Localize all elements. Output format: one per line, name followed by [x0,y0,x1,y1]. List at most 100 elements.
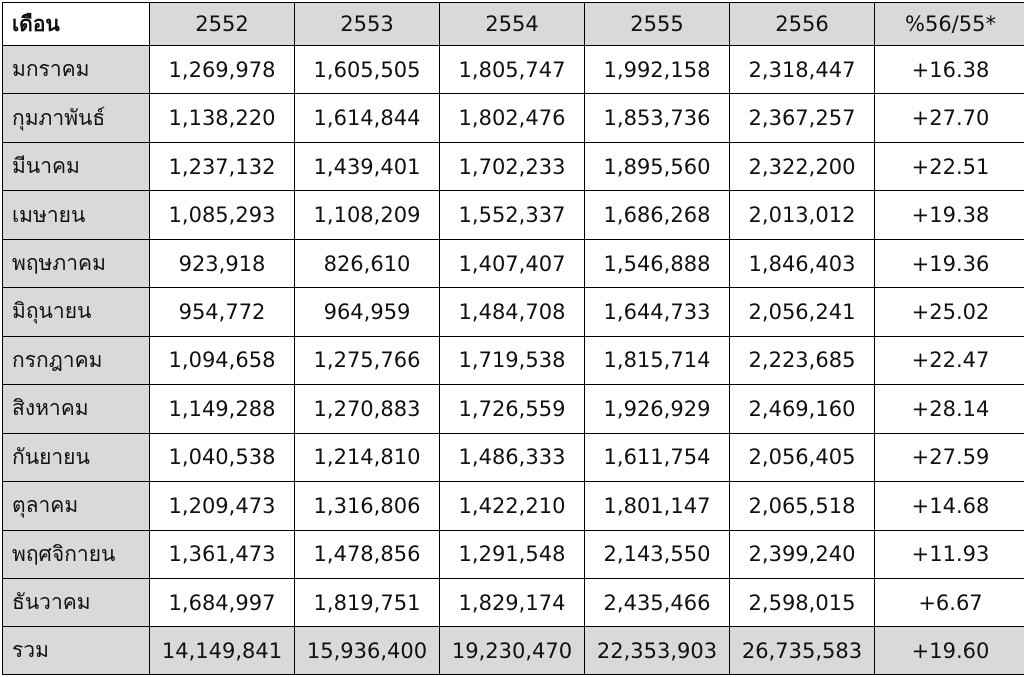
table-row: มกราคม 1,269,978 1,605,505 1,805,747 1,992,1… [2,44,1024,95]
month-cell: กุมภาพันธ์ [2,93,150,143]
value-cell: 1,992,158 [584,44,730,95]
value-cell: 1,040,538 [149,432,295,483]
value-cell: 2,013,012 [729,190,875,240]
value-cell: 1,108,209 [294,190,440,240]
value-cell: 1,209,473 [149,481,295,531]
total-value-cell: 14,149,841 [149,626,295,675]
change-cell: +14.68 [874,481,1024,531]
value-cell: 1,094,658 [149,335,295,386]
change-cell: +6.67 [874,577,1024,628]
month-cell: กันยายน [2,432,150,483]
value-cell: 1,846,403 [729,238,875,289]
value-cell: 2,318,447 [729,44,875,95]
value-cell: 826,610 [294,238,440,289]
value-cell: 1,801,147 [584,481,730,531]
value-cell: 1,214,810 [294,432,440,483]
header-row: เดือน 2552 2553 2554 2555 2556 %56/55* [2,2,1024,46]
value-cell: 1,895,560 [584,141,730,192]
change-cell: +22.47 [874,335,1024,386]
value-cell: 1,085,293 [149,190,295,240]
value-cell: 1,644,733 [584,287,730,337]
value-cell: 1,686,268 [584,190,730,240]
year-column-header: 2554 [439,2,585,46]
table-row: ธันวาคม 1,684,997 1,819,751 1,829,174 2,435,… [2,577,1024,628]
value-cell: 1,815,714 [584,335,730,386]
value-cell: 1,702,233 [439,141,585,192]
total-label-cell: รวม [2,626,150,675]
value-cell: 2,056,241 [729,287,875,337]
value-cell: 2,399,240 [729,529,875,579]
table-row: พฤศจิกายน 1,361,473 1,478,856 1,291,548 2,14… [2,529,1024,579]
value-cell: 1,484,708 [439,287,585,337]
month-cell: พฤศจิกายน [2,529,150,579]
month-cell: สิงหาคม [2,384,150,434]
value-cell: 923,918 [149,238,295,289]
month-cell: ตุลาคม [2,481,150,531]
table-row: กรกฎาคม 1,094,658 1,275,766 1,719,538 1,815,… [2,335,1024,386]
value-cell: 1,926,929 [584,384,730,434]
value-cell: 964,959 [294,287,440,337]
year-column-header: 2555 [584,2,730,46]
value-cell: 1,407,407 [439,238,585,289]
change-cell: +19.36 [874,238,1024,289]
change-cell: +28.14 [874,384,1024,434]
value-cell: 1,316,806 [294,481,440,531]
month-cell: เมษายน [2,190,150,240]
value-cell: 1,291,548 [439,529,585,579]
total-value-cell: 22,353,903 [584,626,730,675]
table-row: มิถุนายน 954,772 964,959 1,484,708 1,644,733… [2,287,1024,337]
value-cell: 954,772 [149,287,295,337]
value-cell: 1,422,210 [439,481,585,531]
month-cell: กรกฎาคม [2,335,150,386]
value-cell: 2,065,518 [729,481,875,531]
month-cell: พฤษภาคม [2,238,150,289]
total-change-cell: +19.60 [874,626,1024,675]
value-cell: 1,805,747 [439,44,585,95]
value-cell: 1,270,883 [294,384,440,434]
year-column-header: 2553 [294,2,440,46]
change-cell: +27.70 [874,93,1024,143]
change-cell: +27.59 [874,432,1024,483]
total-value-cell: 19,230,470 [439,626,585,675]
value-cell: 1,802,476 [439,93,585,143]
total-value-cell: 26,735,583 [729,626,875,675]
value-cell: 1,552,337 [439,190,585,240]
value-cell: 2,322,200 [729,141,875,192]
table-row: เมษายน 1,085,293 1,108,209 1,552,337 1,686,2… [2,190,1024,240]
change-cell: +16.38 [874,44,1024,95]
year-column-header: 2552 [149,2,295,46]
month-cell: มิถุนายน [2,287,150,337]
value-cell: 1,684,997 [149,577,295,628]
month-column-header: เดือน [2,2,150,46]
value-cell: 1,478,856 [294,529,440,579]
value-cell: 1,269,978 [149,44,295,95]
total-value-cell: 15,936,400 [294,626,440,675]
table-row: กุมภาพันธ์ 1,138,220 1,614,844 1,802,476 1,8… [2,93,1024,143]
value-cell: 1,853,736 [584,93,730,143]
value-cell: 1,439,401 [294,141,440,192]
table-row: กันยายน 1,040,538 1,214,810 1,486,333 1,611,… [2,432,1024,483]
year-column-header: 2556 [729,2,875,46]
value-cell: 1,829,174 [439,577,585,628]
value-cell: 2,435,466 [584,577,730,628]
table-row: ตุลาคม 1,209,473 1,316,806 1,422,210 1,801,1… [2,481,1024,531]
table-row: มีนาคม 1,237,132 1,439,401 1,702,233 1,895,5… [2,141,1024,192]
value-cell: 2,367,257 [729,93,875,143]
change-cell: +25.02 [874,287,1024,337]
table-row: พฤษภาคม 923,918 826,610 1,407,407 1,546,888 1… [2,238,1024,289]
value-cell: 1,819,751 [294,577,440,628]
value-cell: 2,143,550 [584,529,730,579]
value-cell: 1,726,559 [439,384,585,434]
table-row: สิงหาคม 1,149,288 1,270,883 1,726,559 1,926,… [2,384,1024,434]
value-cell: 1,611,754 [584,432,730,483]
value-cell: 1,546,888 [584,238,730,289]
month-cell: มกราคม [2,44,150,95]
table-header: เดือน 2552 2553 2554 2555 2556 %56/55* [2,2,1024,46]
value-cell: 2,056,405 [729,432,875,483]
table-body: มกราคม 1,269,978 1,605,505 1,805,747 1,992,1… [2,44,1024,675]
value-cell: 1,275,766 [294,335,440,386]
value-cell: 1,361,473 [149,529,295,579]
month-cell: ธันวาคม [2,577,150,628]
total-row: รวม 14,149,841 15,936,400 19,230,470 22,353,… [2,626,1024,675]
